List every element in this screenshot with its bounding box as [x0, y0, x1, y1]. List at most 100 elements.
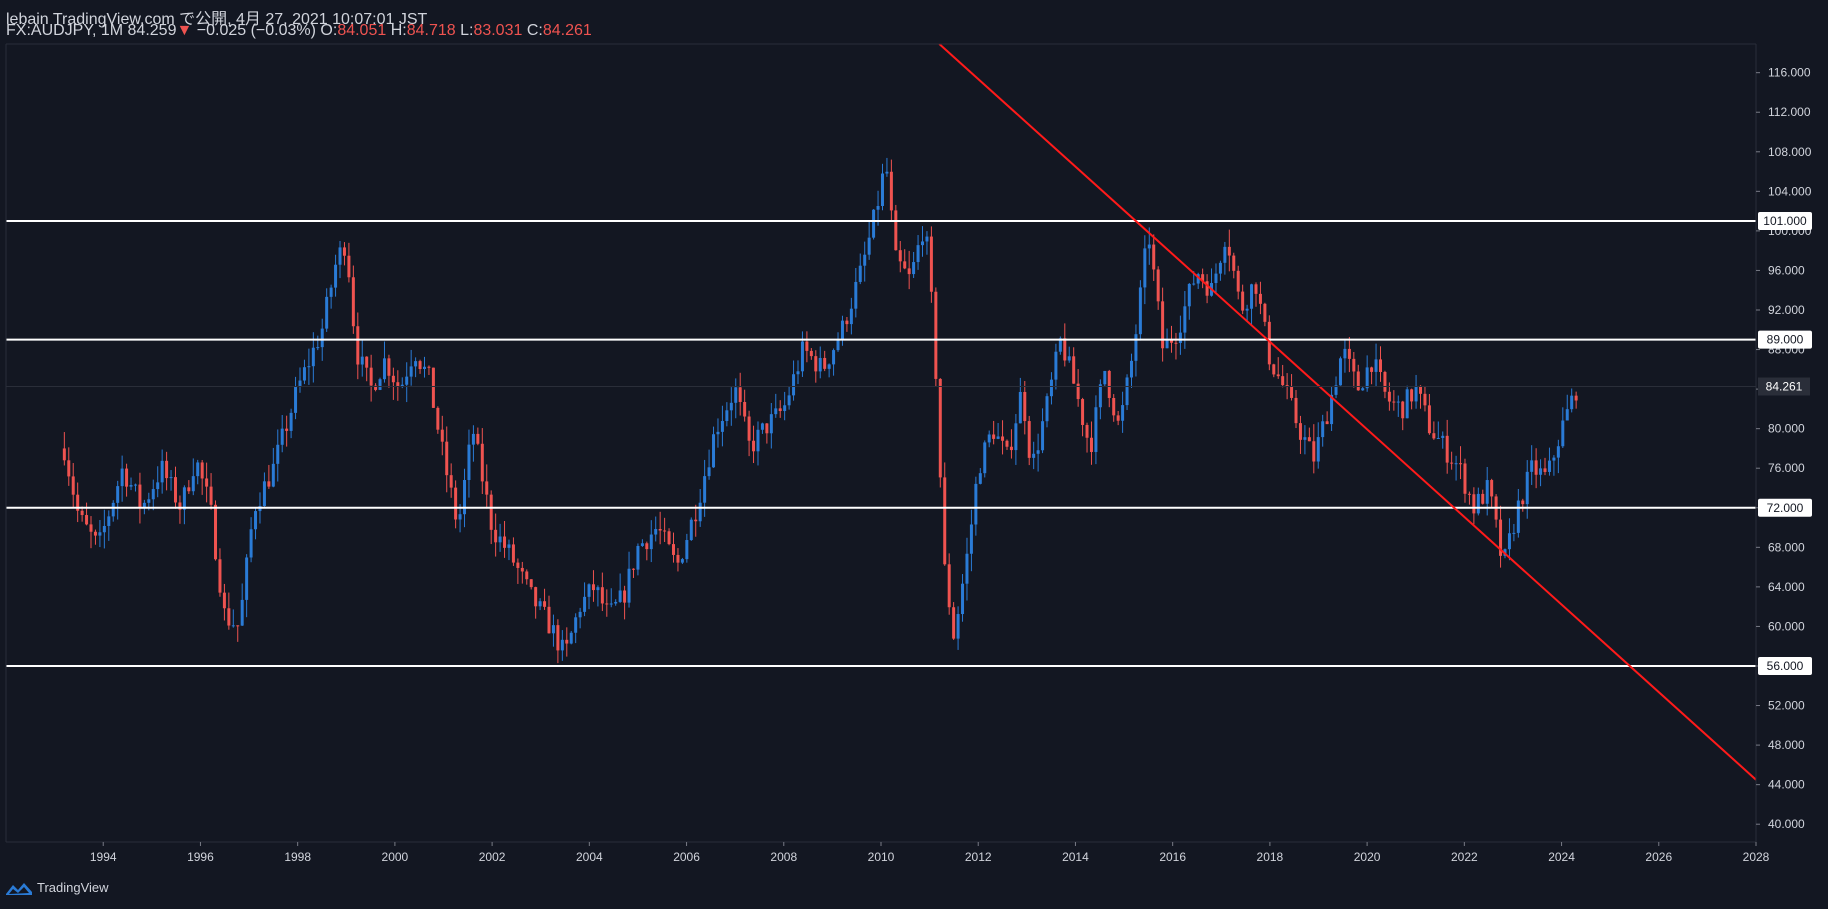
candle-body: [525, 571, 529, 580]
candle-body: [1556, 446, 1560, 458]
candle-body: [1192, 283, 1196, 285]
candle-body: [800, 341, 804, 372]
candle-body: [391, 375, 395, 383]
candle-body: [698, 502, 702, 522]
candle-body: [209, 486, 213, 505]
candle-body: [747, 416, 751, 441]
footer-brand[interactable]: TradingView: [6, 880, 109, 895]
candle-body: [1432, 433, 1436, 439]
candle-body: [978, 473, 982, 484]
candle-body: [551, 625, 555, 634]
candle-body: [1423, 393, 1427, 406]
time-tick-label: 2028: [1743, 850, 1770, 864]
candle-body: [1543, 468, 1547, 472]
candle-body: [1392, 401, 1396, 403]
horizontal-levels: [6, 220, 1756, 667]
candle-body: [600, 587, 604, 604]
level-label-box: [1758, 212, 1812, 231]
candle-body: [111, 502, 115, 517]
candle-body: [1254, 284, 1258, 294]
candle-body: [1356, 371, 1360, 391]
candle-body: [1521, 500, 1525, 505]
candle-body: [1089, 437, 1093, 452]
candle-body: [467, 444, 471, 481]
candle-body: [1081, 399, 1085, 425]
candle-body: [382, 358, 386, 380]
price-tick-label: 112.000: [1768, 105, 1811, 119]
time-tick-label: 2012: [965, 850, 992, 864]
candle-body: [1325, 421, 1329, 425]
candle-body: [1054, 351, 1058, 380]
candle-body: [1499, 519, 1503, 556]
candle-body: [707, 467, 711, 477]
candle-body: [854, 281, 858, 309]
candle-body: [1045, 396, 1049, 422]
level-label-box: [1758, 498, 1812, 517]
candle-body: [320, 328, 324, 348]
candle-body: [529, 579, 533, 588]
candle-body: [138, 484, 142, 508]
candle-body: [694, 519, 698, 522]
candle-body: [245, 557, 249, 600]
price-tick-label: 64.000: [1768, 580, 1805, 594]
price-tick-label: 96.000: [1768, 263, 1805, 277]
candle-body: [454, 487, 458, 520]
candle-body: [916, 245, 920, 263]
candle-body: [142, 502, 146, 508]
candle-body: [792, 374, 796, 396]
candle-body: [422, 366, 426, 370]
candle-body: [1001, 436, 1005, 441]
candle-body: [680, 559, 684, 563]
candle-body: [1276, 374, 1280, 377]
candle-body: [872, 209, 876, 238]
candle-body: [191, 476, 195, 492]
candle-body: [360, 356, 364, 365]
candle-body: [316, 347, 320, 349]
candle-body: [182, 487, 186, 510]
candle-body: [254, 511, 258, 530]
candle-body: [1143, 248, 1147, 288]
symbol-name[interactable]: FX:AUDJPY, 1M: [6, 22, 124, 39]
candle-body: [1161, 301, 1165, 349]
candle-body: [236, 625, 240, 627]
candle-body: [578, 611, 582, 618]
candle-body: [151, 489, 155, 500]
price-axis[interactable]: 40.000 44.000 48.000 52.000 56.000 60.000 64.0…: [1756, 66, 1812, 832]
candle-body: [107, 516, 111, 526]
candle-body: [729, 402, 733, 411]
candle-body: [1196, 274, 1200, 284]
candle-body: [574, 617, 578, 633]
candle-body: [1232, 255, 1236, 271]
candle-body: [116, 486, 120, 503]
candle-body: [67, 460, 71, 477]
candle-body: [471, 433, 475, 445]
candle-body: [1330, 394, 1334, 425]
price-tick-label: 108.000: [1768, 145, 1812, 159]
candle-body: [725, 410, 729, 422]
candle-body: [498, 536, 502, 543]
candle-body: [1072, 356, 1076, 384]
candle-body: [1387, 391, 1391, 402]
candle-body: [1570, 395, 1574, 410]
candle-body: [827, 364, 831, 369]
candle-body: [1481, 493, 1485, 504]
candle-body: [1178, 332, 1182, 343]
candle-body: [667, 531, 671, 545]
candle-body: [351, 277, 355, 327]
low-label: L:: [460, 22, 474, 39]
candle-body: [271, 463, 275, 487]
candle-body: [943, 477, 947, 565]
symbol-legend[interactable]: FX:AUDJPY, 1M 84.259▼ −0.025 (−0.03%) O:…: [6, 22, 592, 40]
high-label: H:: [390, 22, 407, 39]
candle-body: [1058, 338, 1062, 352]
price-tick-label: 52.000: [1768, 699, 1805, 713]
candle-body: [334, 264, 338, 288]
candle-body: [1165, 339, 1169, 349]
candle-body: [160, 460, 164, 483]
level-label-box: [1758, 656, 1812, 675]
candle-body: [1281, 376, 1285, 386]
time-tick-label: 2018: [1257, 850, 1284, 864]
time-axis[interactable]: 1994 1996 1998 2000 2002 2004 2006 2008 2010 2012…: [90, 842, 1770, 864]
descending-trendline[interactable]: [938, 43, 1757, 781]
